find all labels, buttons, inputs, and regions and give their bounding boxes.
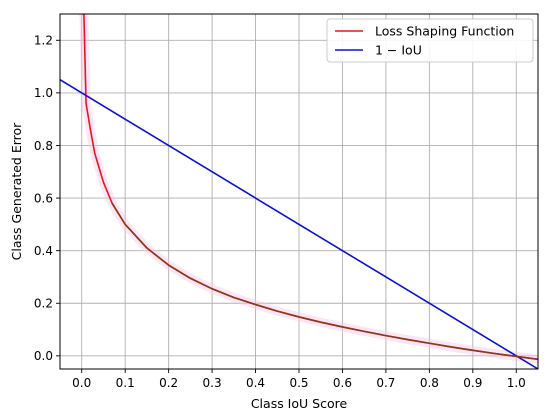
- one-minus-iou-line: [60, 79, 538, 369]
- legend-label-one-minus-iou: 1 − IoU: [375, 43, 422, 58]
- x-tick-label: 0.3: [203, 376, 222, 390]
- x-tick-label: 0.5: [289, 376, 308, 390]
- x-tick-label: 0.2: [159, 376, 178, 390]
- x-tick-label: 0.1: [116, 376, 135, 390]
- x-tick-label: 0.4: [246, 376, 265, 390]
- legend: Loss Shaping Function 1 − IoU: [326, 18, 534, 63]
- y-tick-label: 0.4: [34, 244, 53, 258]
- y-tick-label: 0.8: [34, 139, 53, 153]
- y-tick-label: 1.2: [34, 34, 53, 48]
- legend-box: [326, 18, 534, 63]
- x-tick-label: 1.0: [507, 376, 526, 390]
- y-tick-label: 0.2: [34, 297, 53, 311]
- x-tick-label: 0.0: [72, 376, 91, 390]
- x-tick-label: 0.9: [463, 376, 482, 390]
- x-axis-label: Class IoU Score: [251, 396, 348, 411]
- loss-shaping-overlay: [111, 202, 538, 361]
- series-layer: [60, 14, 538, 369]
- x-tick-label: 0.6: [333, 376, 352, 390]
- y-tick-label: 1.0: [34, 86, 53, 100]
- grid: [60, 14, 538, 369]
- ticks: 0.0 0.1 0.2 0.3 0.4 0.5 0.6 0.7 0.8 0.9 1.0 0.0 0.2 0…: [34, 34, 526, 390]
- legend-label-loss-shaping: Loss Shaping Function: [375, 24, 514, 39]
- x-tick-label: 0.8: [420, 376, 439, 390]
- y-tick-label: 0.0: [34, 349, 53, 363]
- y-axis-label: Class Generated Error: [9, 122, 24, 260]
- x-tick-label: 0.7: [376, 376, 395, 390]
- y-tick-label: 0.6: [34, 191, 53, 205]
